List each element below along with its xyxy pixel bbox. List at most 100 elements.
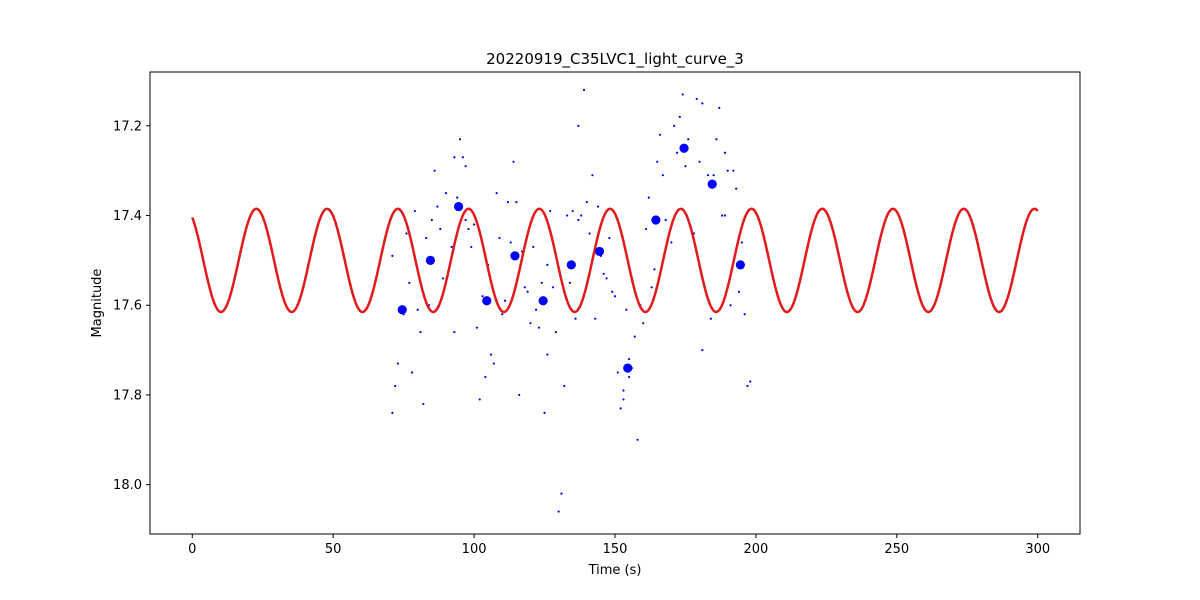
data-point-small (396, 362, 400, 365)
data-point-small (391, 254, 394, 258)
data-point-small (537, 326, 541, 329)
data-point-small (737, 290, 741, 293)
data-point-small (506, 200, 510, 204)
data-point-small (749, 380, 752, 383)
data-point-small (551, 286, 555, 289)
data-point-small (549, 209, 552, 213)
data-point-small (735, 187, 738, 190)
data-point-small (568, 281, 572, 284)
data-point-small (656, 160, 659, 163)
data-point-small (571, 209, 574, 213)
data-point-small (580, 214, 583, 217)
data-point-small (613, 295, 617, 298)
data-point-small (444, 192, 448, 195)
x-tick-label: 150 (603, 542, 628, 557)
data-point-small (461, 156, 464, 159)
data-point-small (456, 196, 459, 199)
data-point-small (492, 362, 495, 365)
data-point-small (574, 317, 577, 320)
data-point-small (470, 245, 473, 249)
data-point-small (720, 214, 724, 217)
y-tick-label: 17.6 (113, 299, 142, 314)
data-point-small (706, 174, 710, 177)
data-point-small (596, 205, 600, 208)
data-point-small (585, 200, 588, 204)
x-axis-title: Time (s) (588, 563, 642, 578)
data-point-small (439, 227, 442, 231)
data-point-large (735, 260, 746, 270)
data-point-small (503, 299, 507, 302)
data-point-small (622, 389, 625, 392)
data-point-small (740, 241, 743, 244)
x-tick-label: 50 (325, 542, 342, 557)
data-point-large (707, 179, 717, 189)
y-tick-label: 18.0 (113, 478, 142, 493)
data-point-small (560, 492, 563, 495)
data-point-small (675, 151, 679, 154)
x-tick-label: 250 (884, 542, 909, 557)
data-point-small (430, 218, 433, 222)
data-point-small (422, 402, 425, 406)
data-point-small (611, 290, 614, 293)
data-point-small (425, 236, 428, 240)
x-tick-label: 300 (1025, 542, 1050, 557)
data-point-small (732, 169, 735, 172)
data-point-small (627, 375, 631, 379)
data-point-small (644, 227, 648, 231)
data-point-small (633, 335, 636, 338)
data-point-small (453, 331, 456, 334)
data-point-small (557, 510, 560, 513)
data-point-small (441, 277, 445, 280)
data-point-small (605, 277, 608, 280)
data-point-small (673, 124, 676, 127)
data-point-small (526, 290, 529, 293)
data-point-small (712, 174, 715, 177)
data-point-small (534, 308, 538, 311)
data-point-small (695, 97, 698, 101)
data-point-small (515, 200, 518, 204)
data-point-large (538, 296, 548, 306)
x-tick-label: 200 (743, 542, 768, 557)
data-point-small (647, 196, 650, 199)
data-point-small (642, 322, 645, 325)
data-point-large (566, 260, 576, 270)
data-point-small (698, 160, 701, 163)
data-point-small (405, 232, 408, 235)
data-point-large (482, 296, 492, 306)
data-point-large (510, 251, 520, 261)
data-point-small (636, 438, 639, 441)
data-point-small (532, 245, 535, 249)
data-point-small (467, 227, 470, 231)
data-point-small (718, 106, 721, 109)
data-point-small (577, 218, 580, 222)
y-axis-title: Magnitude (90, 269, 105, 338)
data-point-small (591, 174, 594, 177)
data-point-small (715, 138, 718, 141)
data-point-small (436, 205, 439, 208)
data-point-small (481, 295, 484, 298)
data-point-small (478, 398, 481, 401)
data-point-small (678, 115, 681, 118)
data-point-small (582, 88, 586, 92)
data-point-small (391, 411, 394, 414)
y-tick-label: 17.4 (113, 209, 142, 224)
data-point-large (651, 215, 661, 225)
data-point-small (518, 393, 521, 397)
x-tick-label: 100 (462, 542, 487, 557)
data-point-small (450, 245, 453, 249)
data-point-small (684, 165, 687, 168)
data-point-small (723, 214, 727, 217)
data-point-small (687, 138, 690, 141)
data-point-small (546, 263, 549, 266)
data-point-small (625, 308, 628, 311)
data-point-small (723, 151, 727, 154)
data-point-small (709, 317, 712, 320)
data-point-small (650, 286, 653, 289)
data-point-small (661, 174, 665, 177)
axis-ticks: 0 50 100 150 200 250 300 17.2 17.4 17.6 17.8 18.0 (113, 119, 1050, 557)
data-point-small (622, 398, 625, 401)
data-point-small (472, 223, 476, 226)
data-point-small (458, 138, 462, 141)
data-point-small (594, 317, 597, 320)
